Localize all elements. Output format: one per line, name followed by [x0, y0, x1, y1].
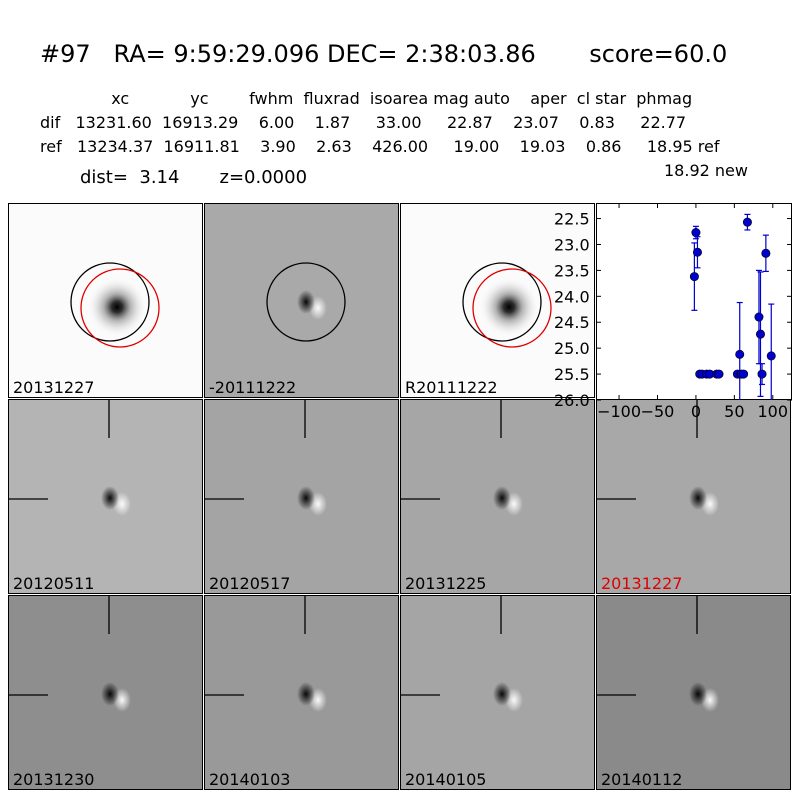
x-tick-label: 100 [758, 402, 789, 421]
dipole-dark [689, 486, 707, 510]
aperture-circle-black [70, 262, 150, 342]
data-point [692, 247, 702, 257]
dipole-dark [297, 290, 315, 314]
stamp-date-label: 20140112 [601, 770, 683, 789]
y-tick-label: 23.5 [554, 261, 590, 280]
data-point [761, 248, 771, 258]
stamp-panel-10: 20140112 [596, 595, 791, 790]
columns-header: xc yc fwhm fluxrad isoarea mag auto aper… [40, 89, 693, 108]
y-tick-label: 24.5 [554, 313, 590, 332]
aperture-circle-black [462, 262, 542, 342]
y-tick-label: 22.5 [554, 210, 590, 229]
stamp-panel-3: 20120511 [8, 399, 203, 594]
stamp-date-label: 20131230 [13, 770, 95, 789]
data-point [742, 217, 752, 227]
stamp-panel-6: 20131227 [596, 399, 791, 594]
x-tick-label: −100 [597, 402, 641, 421]
x-tick-label: −50 [641, 402, 675, 421]
stamp-panel-2: R20111222 [400, 203, 595, 398]
stamp-date-label: 20120511 [13, 574, 95, 593]
stamp-panel-8: 20140103 [204, 595, 399, 790]
dipole-dark [297, 682, 315, 706]
dipole-dark [101, 486, 119, 510]
data-point [754, 312, 764, 322]
aperture-circle-red [80, 268, 160, 348]
stamp-panel-0: 20131227 [8, 203, 203, 398]
source-blob [479, 277, 539, 337]
dipole-dark [493, 682, 511, 706]
data-point [766, 351, 776, 361]
dipole-dark [493, 486, 511, 510]
dif-row: dif 13231.60 16913.29 6.00 1.87 33.00 22… [40, 113, 687, 132]
stamp-date-label: 20140105 [405, 770, 487, 789]
new-mag-row: 18.92 new [664, 161, 748, 180]
data-point [714, 369, 724, 379]
aperture-circle-red [472, 268, 552, 348]
stamp-panel-4: 20120517 [204, 399, 399, 594]
y-tick-label: 25.0 [554, 339, 590, 358]
y-tick-label: 25.5 [554, 365, 590, 384]
stamp-date-label: -20111222 [209, 378, 297, 397]
ref-row: ref 13234.37 16911.81 3.90 2.63 426.00 1… [40, 137, 720, 156]
stamp-panel-9: 20140105 [400, 595, 595, 790]
stamp-date-label: 20131225 [405, 574, 487, 593]
data-point [757, 369, 767, 379]
data-point [691, 228, 701, 238]
source-blob [87, 277, 147, 337]
dipole-dark [689, 682, 707, 706]
light-curve-chart: 22.5 23.0 23.5 24.0 24.5 25.0 25.5 26.0 −100 −50 0… [554, 203, 792, 421]
x-tick-label: 0 [691, 402, 701, 421]
stamp-panel-5: 20131225 [400, 399, 595, 594]
stamp-date-label: 20131227 [13, 378, 95, 397]
x-tick-label: 50 [724, 402, 744, 421]
stamp-panel-7: 20131230 [8, 595, 203, 790]
data-point [755, 329, 765, 339]
dipole-dark [101, 682, 119, 706]
stamp-panel-1: -20111222 [204, 203, 399, 398]
aperture-circle-black [266, 262, 346, 342]
y-tick-label: 23.0 [554, 235, 590, 254]
y-tick-label: 26.0 [554, 391, 590, 410]
stamp-date-label: 20140103 [209, 770, 291, 789]
stamp-date-label: 20131227 [601, 574, 683, 593]
data-point [689, 272, 699, 282]
dist-row: dist= 3.14 z=0.0000 [80, 167, 308, 188]
dipole-dark [297, 486, 315, 510]
stamp-date-label: 20120517 [209, 574, 291, 593]
y-tick-label: 24.0 [554, 287, 590, 306]
data-point [735, 349, 745, 359]
data-point [739, 369, 749, 379]
stamp-date-label: R20111222 [405, 378, 498, 397]
page-title: #97 RA= 9:59:29.096 DEC= 2:38:03.86 scor… [40, 40, 728, 68]
